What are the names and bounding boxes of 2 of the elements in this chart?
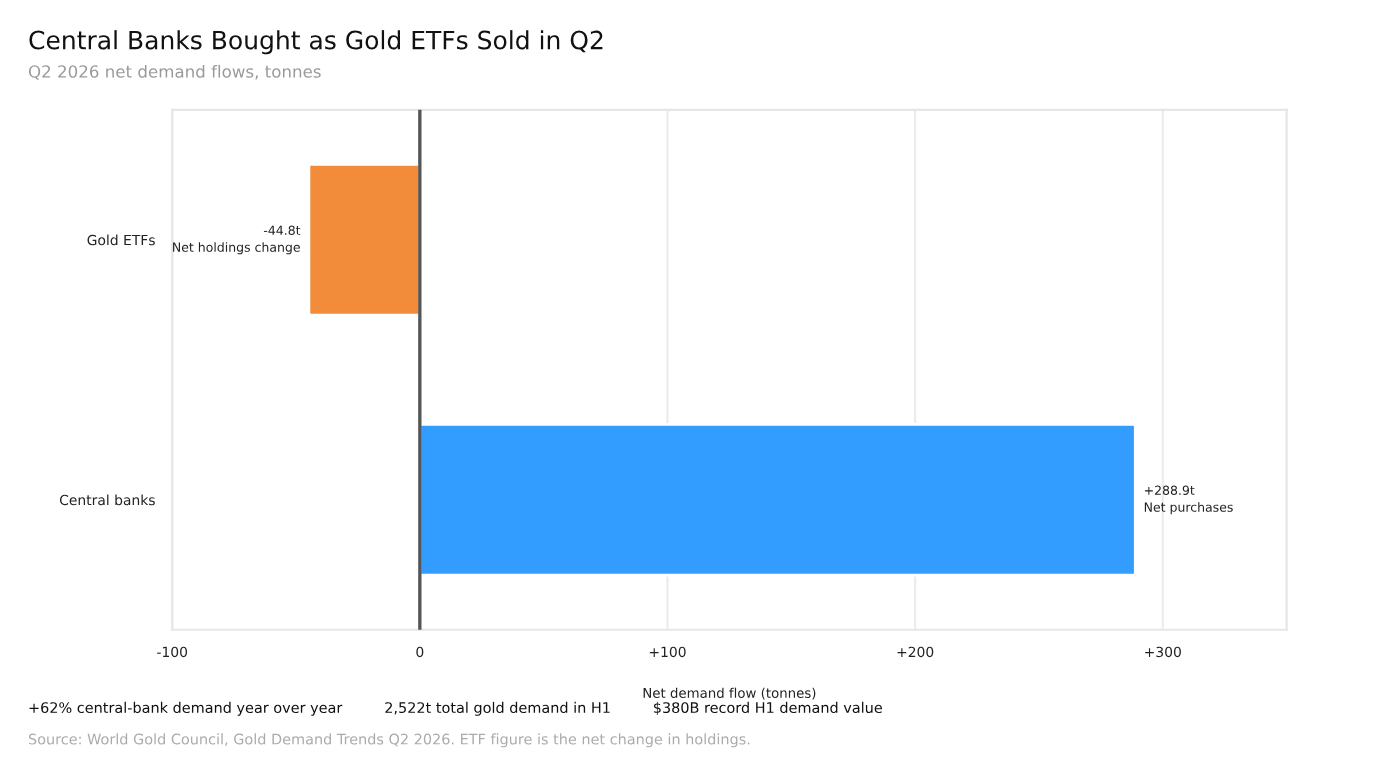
chart-title: Central Banks Bought as Gold ETFs Sold in Q2 — [29, 30, 603, 55]
chart-subtitle: Q2 2026 net demand flows, tonnes — [28, 64, 321, 80]
